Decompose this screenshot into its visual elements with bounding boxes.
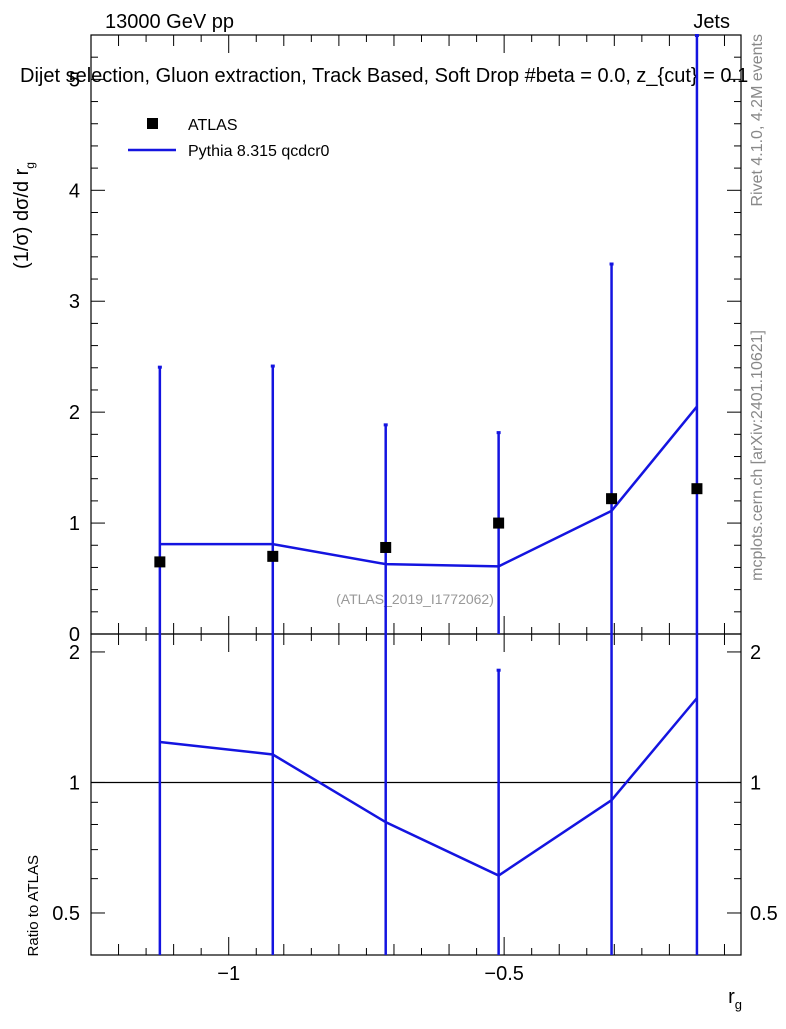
main-y-tick-label: 4 bbox=[69, 180, 80, 202]
main-y-tick-label: 5 bbox=[69, 69, 80, 91]
x-tick-label: −0.5 bbox=[484, 963, 523, 985]
mc-error-bar-cap bbox=[383, 423, 388, 427]
legend: ATLAS Pythia 8.315 qcdcr0 bbox=[128, 117, 330, 160]
plot-title: Dijet selection, Gluon extraction, Track… bbox=[20, 65, 748, 87]
atlas-data-point bbox=[380, 541, 392, 553]
ratio-series-line bbox=[159, 697, 698, 877]
atlas-data-point bbox=[493, 517, 505, 529]
rivet-version-text: Rivet 4.1.0, 4.2M events bbox=[749, 34, 766, 207]
ratio-y-tick-label-right: 2 bbox=[750, 642, 761, 664]
main-y-tick-label: 1 bbox=[69, 513, 80, 535]
legend-pythia-label: Pythia 8.315 qcdcr0 bbox=[188, 143, 330, 160]
ratio-y-tick-label-left: 0.5 bbox=[52, 903, 80, 925]
ratio-y-axis-label: Ratio to ATLAS bbox=[25, 855, 42, 956]
main-y-tick-label: 3 bbox=[69, 291, 80, 313]
atlas-data-point bbox=[691, 483, 703, 495]
mc-error-bar-cap bbox=[694, 34, 699, 37]
atlas-data-point bbox=[267, 550, 279, 562]
mc-error-bar-cap bbox=[157, 365, 162, 369]
ratio-y-tick-label-left: 1 bbox=[69, 772, 80, 794]
ratio-y-tick-label-right: 0.5 bbox=[750, 903, 778, 925]
ratio-y-tick-label-right: 1 bbox=[750, 772, 761, 794]
main-y-tick-label: 2 bbox=[69, 402, 80, 424]
ratio-error-bar-cap bbox=[496, 668, 501, 672]
atlas-data-point bbox=[606, 493, 618, 505]
main-y-axis-label: (1/σ) dσ/d rg bbox=[11, 162, 37, 269]
ratio-panel-frame bbox=[90, 633, 742, 956]
analysis-watermark: (ATLAS_2019_I1772062) bbox=[336, 591, 494, 607]
ratio-y-tick-label-left: 2 bbox=[69, 642, 80, 664]
energy-label: 13000 GeV pp bbox=[105, 11, 234, 33]
x-axis-label: rg bbox=[728, 986, 742, 1012]
legend-atlas-marker bbox=[147, 118, 158, 129]
process-label: Jets bbox=[693, 11, 730, 33]
legend-atlas-label: ATLAS bbox=[188, 117, 238, 134]
main-y-tick-label: 0 bbox=[69, 624, 80, 646]
mc-error-bar-cap bbox=[496, 431, 501, 435]
x-tick-label: −1 bbox=[217, 963, 240, 985]
mc-series-line bbox=[159, 405, 698, 568]
atlas-data-point bbox=[154, 556, 166, 568]
mcplots-credit-text: mcplots.cern.ch [arXiv:2401.10621] bbox=[749, 330, 766, 581]
mc-error-bar-cap bbox=[270, 364, 275, 368]
mc-error-bar-cap bbox=[609, 262, 614, 266]
